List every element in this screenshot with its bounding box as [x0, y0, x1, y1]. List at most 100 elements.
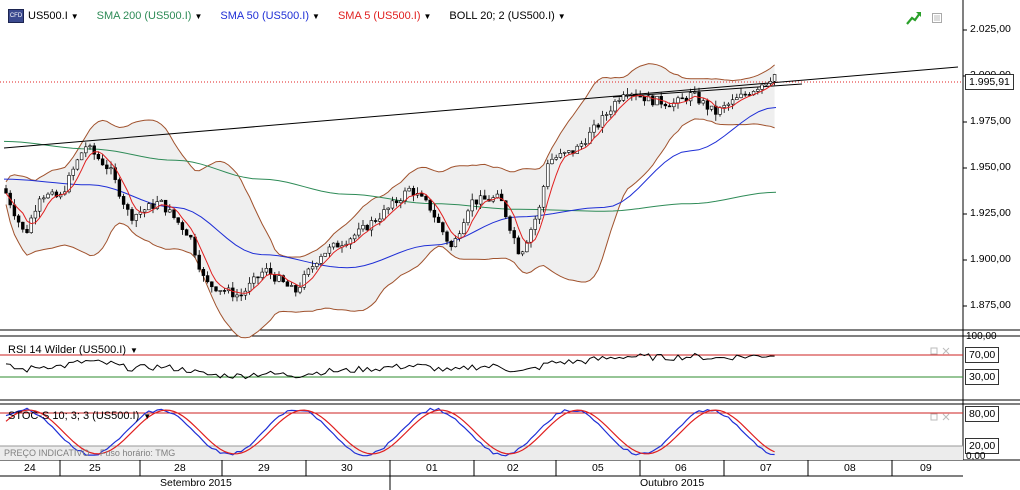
candle-up — [730, 99, 735, 105]
candle-down — [180, 222, 185, 230]
candle-up — [331, 242, 336, 248]
candle-up — [159, 199, 164, 202]
month-label: Setembro 2015 — [160, 477, 232, 489]
candle-down — [663, 103, 668, 107]
candle-up — [756, 89, 760, 92]
candle-up — [583, 143, 588, 145]
candle-down — [638, 95, 642, 98]
candle-up — [630, 93, 634, 96]
candle-up — [33, 210, 38, 219]
day-label: 25 — [89, 462, 101, 474]
candle-down — [474, 199, 479, 205]
candle-up — [264, 268, 269, 273]
price-ticks — [963, 29, 967, 307]
candle-down — [508, 216, 512, 231]
candle-down — [743, 93, 747, 96]
candle-down — [294, 285, 298, 293]
chevron-down-icon[interactable]: ▼ — [312, 11, 320, 21]
candle-down — [105, 164, 109, 170]
symbol-selector[interactable]: US500.I ▼ — [28, 10, 79, 22]
candle-up — [67, 175, 71, 193]
day-label: 08 — [844, 462, 856, 474]
candle-up — [604, 114, 609, 116]
candle-up — [764, 83, 768, 86]
candle-up — [378, 218, 382, 222]
candle-up — [134, 213, 138, 221]
chevron-down-icon[interactable]: ▼ — [423, 11, 432, 21]
day-label: 05 — [592, 462, 604, 474]
candle-down — [176, 217, 180, 223]
candle-down — [336, 242, 340, 248]
chevron-down-icon[interactable]: ▼ — [70, 11, 79, 21]
trend-arrow-icon[interactable] — [906, 10, 922, 26]
candle-down — [222, 290, 227, 292]
day-label: 01 — [426, 462, 438, 474]
chevron-down-icon[interactable]: ▼ — [194, 11, 203, 21]
rsi-tick-label: 70,00 — [965, 347, 1000, 363]
rsi-title[interactable]: RSI 14 Wilder (US500.I) — [8, 344, 126, 356]
sma50-label: SMA 50 (US500.I) — [220, 10, 310, 22]
price-tick-label: 2.025,00 — [970, 23, 1011, 35]
candle-up — [147, 203, 151, 211]
candle-up — [537, 206, 542, 220]
candle-up — [306, 268, 311, 275]
legend-sma200[interactable]: SMA 200 (US500.I) ▼ — [97, 10, 203, 22]
stoch-k-line — [5, 407, 775, 457]
candle-up — [617, 100, 621, 102]
candle-up — [42, 197, 46, 200]
candle-up — [550, 158, 554, 165]
candle-down — [25, 228, 29, 233]
chevron-down-icon[interactable]: ▼ — [143, 411, 152, 421]
candle-down — [193, 236, 197, 256]
indicative-price-note: PREÇO INDICATIVO Fuso horário: TMG — [4, 448, 175, 458]
candle-down — [12, 204, 17, 217]
candle-up — [84, 146, 88, 154]
candle-up — [462, 222, 466, 235]
day-label: 07 — [760, 462, 772, 474]
candle-up — [88, 145, 92, 148]
candle-up — [760, 84, 764, 90]
legend-sma50[interactable]: SMA 50 (US500.I) ▼ — [220, 10, 320, 22]
candle-up — [609, 110, 613, 115]
panel-icons — [930, 347, 950, 421]
candle-up — [554, 157, 558, 160]
candle-up — [655, 95, 659, 106]
candle-down — [4, 188, 8, 194]
candle-up — [218, 290, 222, 292]
candle-up — [646, 95, 651, 102]
candle-down — [189, 234, 193, 238]
candle-up — [399, 200, 403, 204]
price-tick-label: 1.875,00 — [970, 299, 1011, 311]
legend-sma5[interactable]: SMA 5 (US500.I) ▼ — [338, 10, 431, 22]
candle-down — [705, 100, 710, 110]
candle-up — [382, 209, 386, 220]
candle-down — [420, 193, 424, 197]
candle-up — [529, 229, 533, 243]
stoch-tick-label: 20,00 — [965, 438, 1000, 454]
candle-up — [407, 187, 411, 192]
legend-boll[interactable]: BOLL 20; 2 (US500.I) ▼ — [449, 10, 565, 22]
candle-down — [445, 231, 449, 242]
candle-up — [621, 94, 626, 101]
candle-down — [441, 222, 445, 233]
candle-up — [390, 200, 395, 209]
candle-up — [722, 105, 726, 108]
candle-down — [504, 200, 508, 218]
candle-down — [436, 216, 441, 223]
candle-up — [260, 271, 264, 278]
stoch-title[interactable]: STOC-S 10; 3; 3 (US500.I) — [8, 410, 140, 422]
instrument-icon[interactable]: CFD — [8, 9, 24, 23]
candle-down — [126, 204, 130, 210]
chevron-down-icon[interactable]: ▼ — [557, 11, 566, 21]
chevron-down-icon[interactable]: ▼ — [129, 345, 138, 355]
candle-down — [210, 281, 214, 288]
candle-up — [29, 217, 33, 233]
window-icon[interactable] — [932, 13, 942, 23]
bollinger-upper-band — [5, 63, 775, 258]
day-label: 30 — [341, 462, 353, 474]
candle-up — [541, 186, 546, 208]
candle-up — [155, 201, 159, 209]
candle-down — [214, 286, 218, 292]
candle-down — [130, 209, 134, 221]
